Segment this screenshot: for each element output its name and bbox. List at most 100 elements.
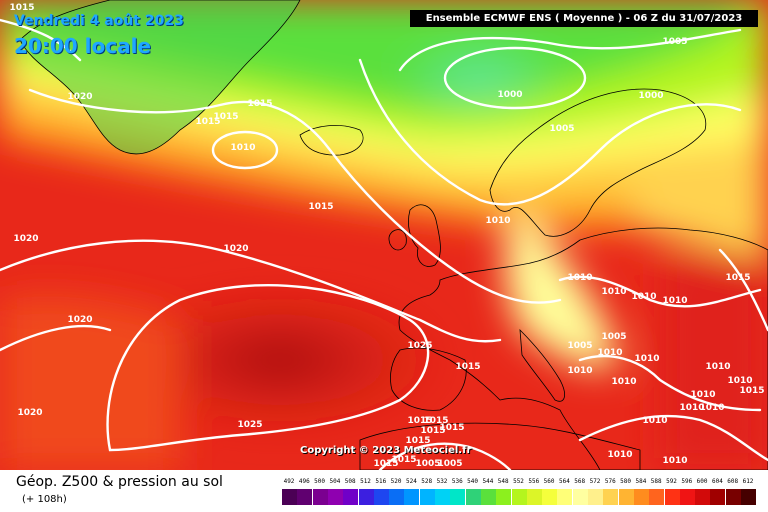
iberia-outline [390,347,467,411]
legend-label: 516 [375,478,387,485]
scandinavia-outline [489,88,707,237]
legend-label: 604 [711,478,723,485]
legend-label: 524 [405,478,417,485]
isobar-label: 1015 [423,416,448,426]
legend-swatch [649,489,665,505]
variable-title: Géop. Z500 & pression au sol [16,474,223,490]
legend-label: 540 [467,478,479,485]
footer-bar: Géop. Z500 & pression au sol (+ 108h) 49… [0,470,768,512]
isobar-label: 1020 [223,244,248,254]
ireland-outline [388,229,407,251]
isobar-label: 1010 [597,348,622,358]
legend-swatch [496,489,512,505]
legend-label: 572 [589,478,601,485]
legend-label: 508 [344,478,356,485]
italy-outline [519,328,565,402]
legend-swatch [695,489,711,505]
isobar-label: 1010 [690,390,715,400]
isobar-label: 1010 [679,403,704,413]
legend-swatch [618,489,634,505]
isobar-label: 1010 [631,292,656,302]
isobar-label: 1015 [195,117,220,127]
legend-label: 612 [742,478,754,485]
isobar-1010-north [358,58,742,206]
legend-labels: 492 496 500 504 508 512 516 520 524 528 532 536 540 5… [282,478,754,488]
legend-label: 492 [283,478,295,485]
legend-swatch [526,489,542,505]
legend-swatch [572,489,588,505]
legend-label: 580 [620,478,632,485]
legend-swatch [419,489,435,505]
isobar-label: 1015 [391,455,416,465]
isobar-label: 1005 [437,459,462,469]
legend-swatch [404,489,420,505]
isobar-label: 1010 [485,216,510,226]
legend-swatch [511,489,527,505]
legend-label: 512 [360,478,371,485]
legend-swatch [389,489,405,505]
lead-time: (+ 108h) [22,494,67,505]
legend-label: 548 [497,478,509,485]
north-africa-outline [359,422,641,470]
isobar-label: 1005 [662,37,687,47]
legend-label: 576 [604,478,616,485]
isobar-label: 1010 [607,450,632,460]
british-isles-outline [408,204,441,267]
legend-swatch [312,489,328,505]
legend-label: 560 [543,478,555,485]
isobar-label: 1010 [662,456,687,466]
greenland-outline [19,0,301,155]
legend-label: 536 [451,478,463,485]
isobar-1020 [0,239,502,343]
isobars [0,18,768,470]
legend-swatch [725,489,741,505]
legend-swatch [664,489,680,505]
legend-label: 600 [696,478,708,485]
isobar-label: 1010 [705,362,730,372]
legend-label: 556 [528,478,540,485]
isobar-1015-east [718,248,768,332]
isobar-label: 1015 [247,99,272,109]
valid-time: 20:00 locale [14,34,151,58]
legend-swatch [282,489,297,505]
legend-label: 496 [298,478,310,485]
legend-swatch [633,489,649,505]
legend-label: 544 [482,478,494,485]
valid-date: Vendredi 4 août 2023 [14,13,184,29]
isobar-label: 1010 [642,416,667,426]
isobar-1010-med [578,354,762,412]
isobar-label: 1025 [237,420,262,430]
isobar-labels: 1015102010151015101510101000100510001005… [9,3,764,469]
color-scale-legend: 492 496 500 504 508 512 516 520 524 528 532 536 540 5… [282,478,756,505]
isobar-label: 1000 [638,91,663,101]
legend-swatch [679,489,695,505]
legend-label: 584 [635,478,647,485]
iceland-outline [299,125,364,156]
isobar-label: 1020 [13,234,38,244]
legend-label: 532 [436,478,448,485]
coastlines [19,0,768,470]
isobar-label: 1005 [415,459,440,469]
legend-label: 592 [666,478,677,485]
legend-label: 504 [329,478,341,485]
legend-swatch [297,489,313,505]
isobar-label: 1005 [601,332,626,342]
legend-swatch [588,489,603,505]
legend-label: 596 [681,478,693,485]
legend-swatch [358,489,374,505]
isobar-label: 1015 [439,423,464,433]
isobar-1005 [398,28,742,72]
isobar-label: 1020 [17,408,42,418]
isobar-label: 1015 [213,112,238,122]
isobar-1015-greenland [0,18,82,62]
isobar-label: 1010 [611,377,636,387]
map-canvas: 1015102010151015101510101000100510001005… [0,0,768,470]
legend-swatch [603,489,619,505]
isobar-1010-europe [558,275,762,308]
model-run-banner: Ensemble ECMWF ENS ( Moyenne ) - 06 Z du… [410,10,758,27]
isobar-label: 1020 [67,315,92,325]
isobar-1020-west [0,324,112,352]
isobar-1010-south [578,414,768,462]
legend-label: 520 [390,478,402,485]
isobar-label: 1015 [373,459,398,469]
